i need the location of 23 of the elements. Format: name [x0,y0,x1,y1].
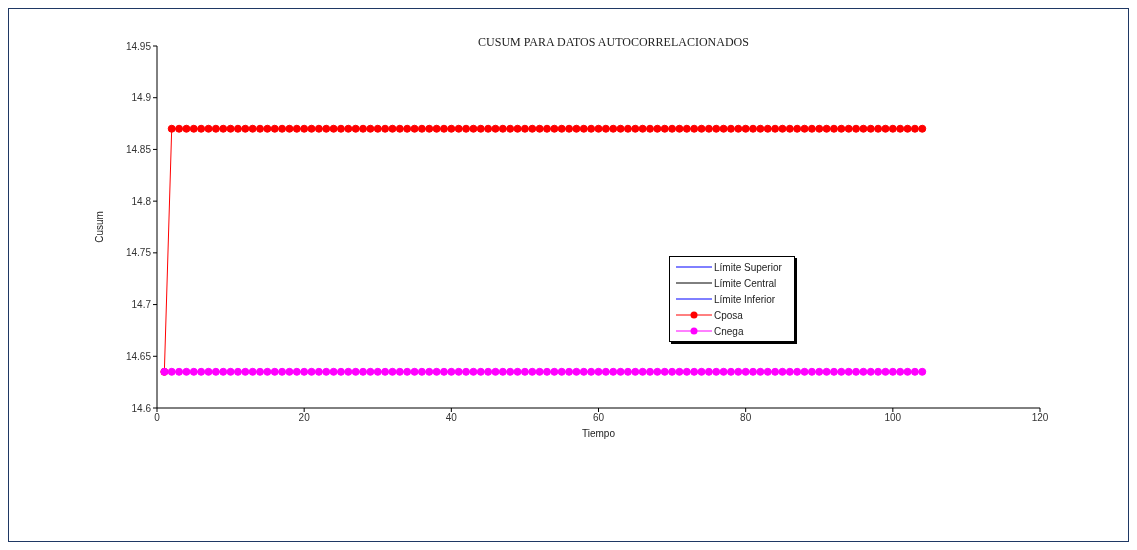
y-tick-label: 14.85 [125,143,152,155]
legend-label: Límite Inferior [714,293,776,305]
x-tick-label: 80 [740,412,752,424]
x-tick-label: 0 [154,412,161,424]
legend-label: Límite Superior [714,261,782,273]
y-tick-label: 14.65 [125,350,152,362]
y-axis-title: Cusum [93,211,105,243]
legend-label: Cposa [714,309,743,321]
x-tick-label: 60 [592,412,605,424]
legend-label: Límite Central [714,277,777,289]
y-tick-label: 14.7 [131,299,152,311]
y-tick-label: 14.95 [125,40,152,52]
y-tick-label: 14.9 [131,92,152,104]
x-tick-label: 100 [884,412,902,424]
x-tick-label: 120 [1031,412,1049,424]
y-tick-label: 14.8 [131,195,152,207]
chart-title: CUSUM PARA DATOS AUTOCORRELACIONADOS [478,35,749,49]
x-tick-label: 40 [445,412,458,424]
y-tick-label: 14.75 [125,247,152,259]
x-axis-title: Tiempo [582,428,616,439]
y-tick-label: 14.6 [131,402,152,414]
legend-label: Cnega [714,325,744,337]
x-tick-label: 20 [298,412,311,424]
